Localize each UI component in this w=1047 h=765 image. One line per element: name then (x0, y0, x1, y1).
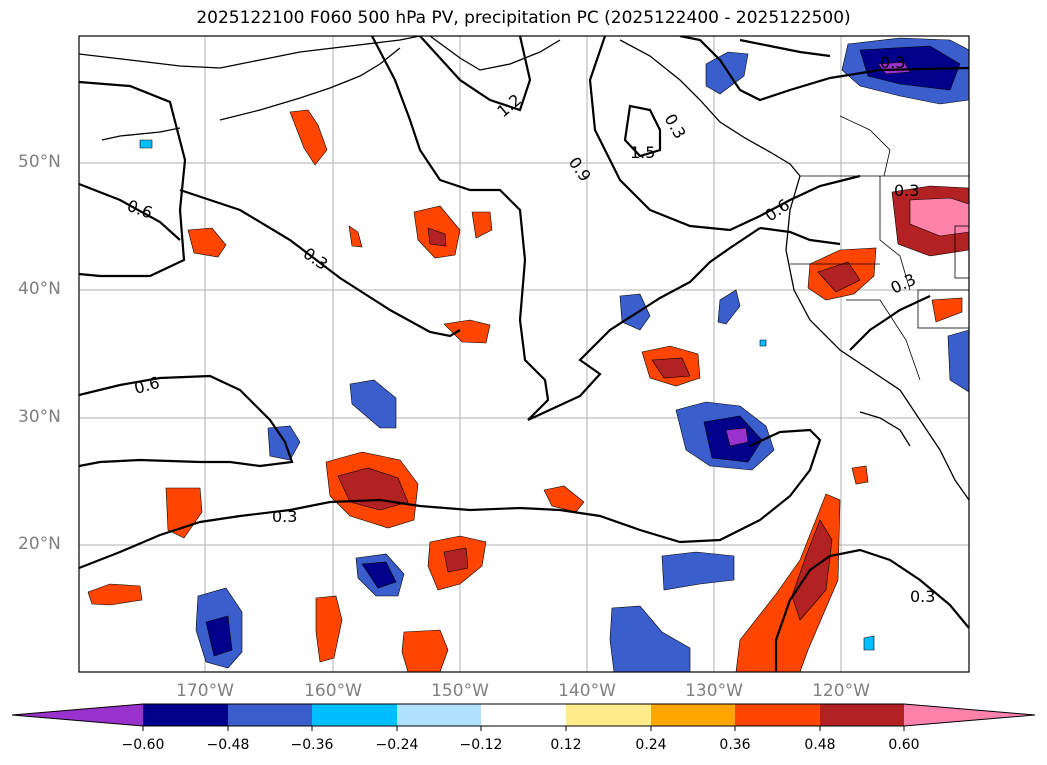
lon-label-170w: 170°W (176, 681, 234, 701)
coastlines (79, 36, 969, 501)
lon-label-140w: 140°W (558, 681, 616, 701)
colorbar-tick: −0.24 (375, 737, 419, 753)
lon-label-160w: 160°W (304, 681, 362, 701)
colorbar-tick: 0.36 (719, 737, 751, 753)
lat-label-30n: 30°N (18, 407, 61, 427)
lat-label-50n: 50°N (18, 152, 61, 172)
precip-positive (87, 109, 969, 672)
map-frame (78, 35, 970, 673)
colorbar-tick: −0.12 (459, 737, 503, 753)
lon-label-150w: 150°W (431, 681, 489, 701)
precip-negative (139, 37, 969, 672)
colorbar-tick: 0.24 (635, 737, 667, 753)
colorbar-tick: −0.48 (206, 737, 250, 753)
borders (790, 115, 969, 381)
lat-label-40n: 40°N (18, 279, 61, 299)
contour-label: 0.3 (880, 53, 905, 72)
plot-title: 2025122100 F060 500 hPa PV, precipitatio… (196, 8, 851, 28)
contour-label: 1.5 (630, 143, 655, 162)
pv-contours (79, 36, 969, 672)
colorbar-tick: −0.60 (121, 737, 165, 753)
colorbar-tick: 0.48 (804, 737, 836, 753)
lon-label-130w: 130°W (685, 681, 743, 701)
contour-label: 0.3 (910, 587, 935, 606)
colorbar-tick: 0.12 (550, 737, 582, 753)
lat-label-20n: 20°N (18, 534, 61, 554)
contour-label: 0.3 (894, 181, 919, 200)
colorbar-tick: 0.60 (888, 737, 920, 753)
contour-label: 0.3 (272, 507, 297, 526)
lon-label-120w: 120°W (812, 681, 870, 701)
colorbar (11, 703, 1036, 731)
colorbar-tick: −0.36 (290, 737, 334, 753)
